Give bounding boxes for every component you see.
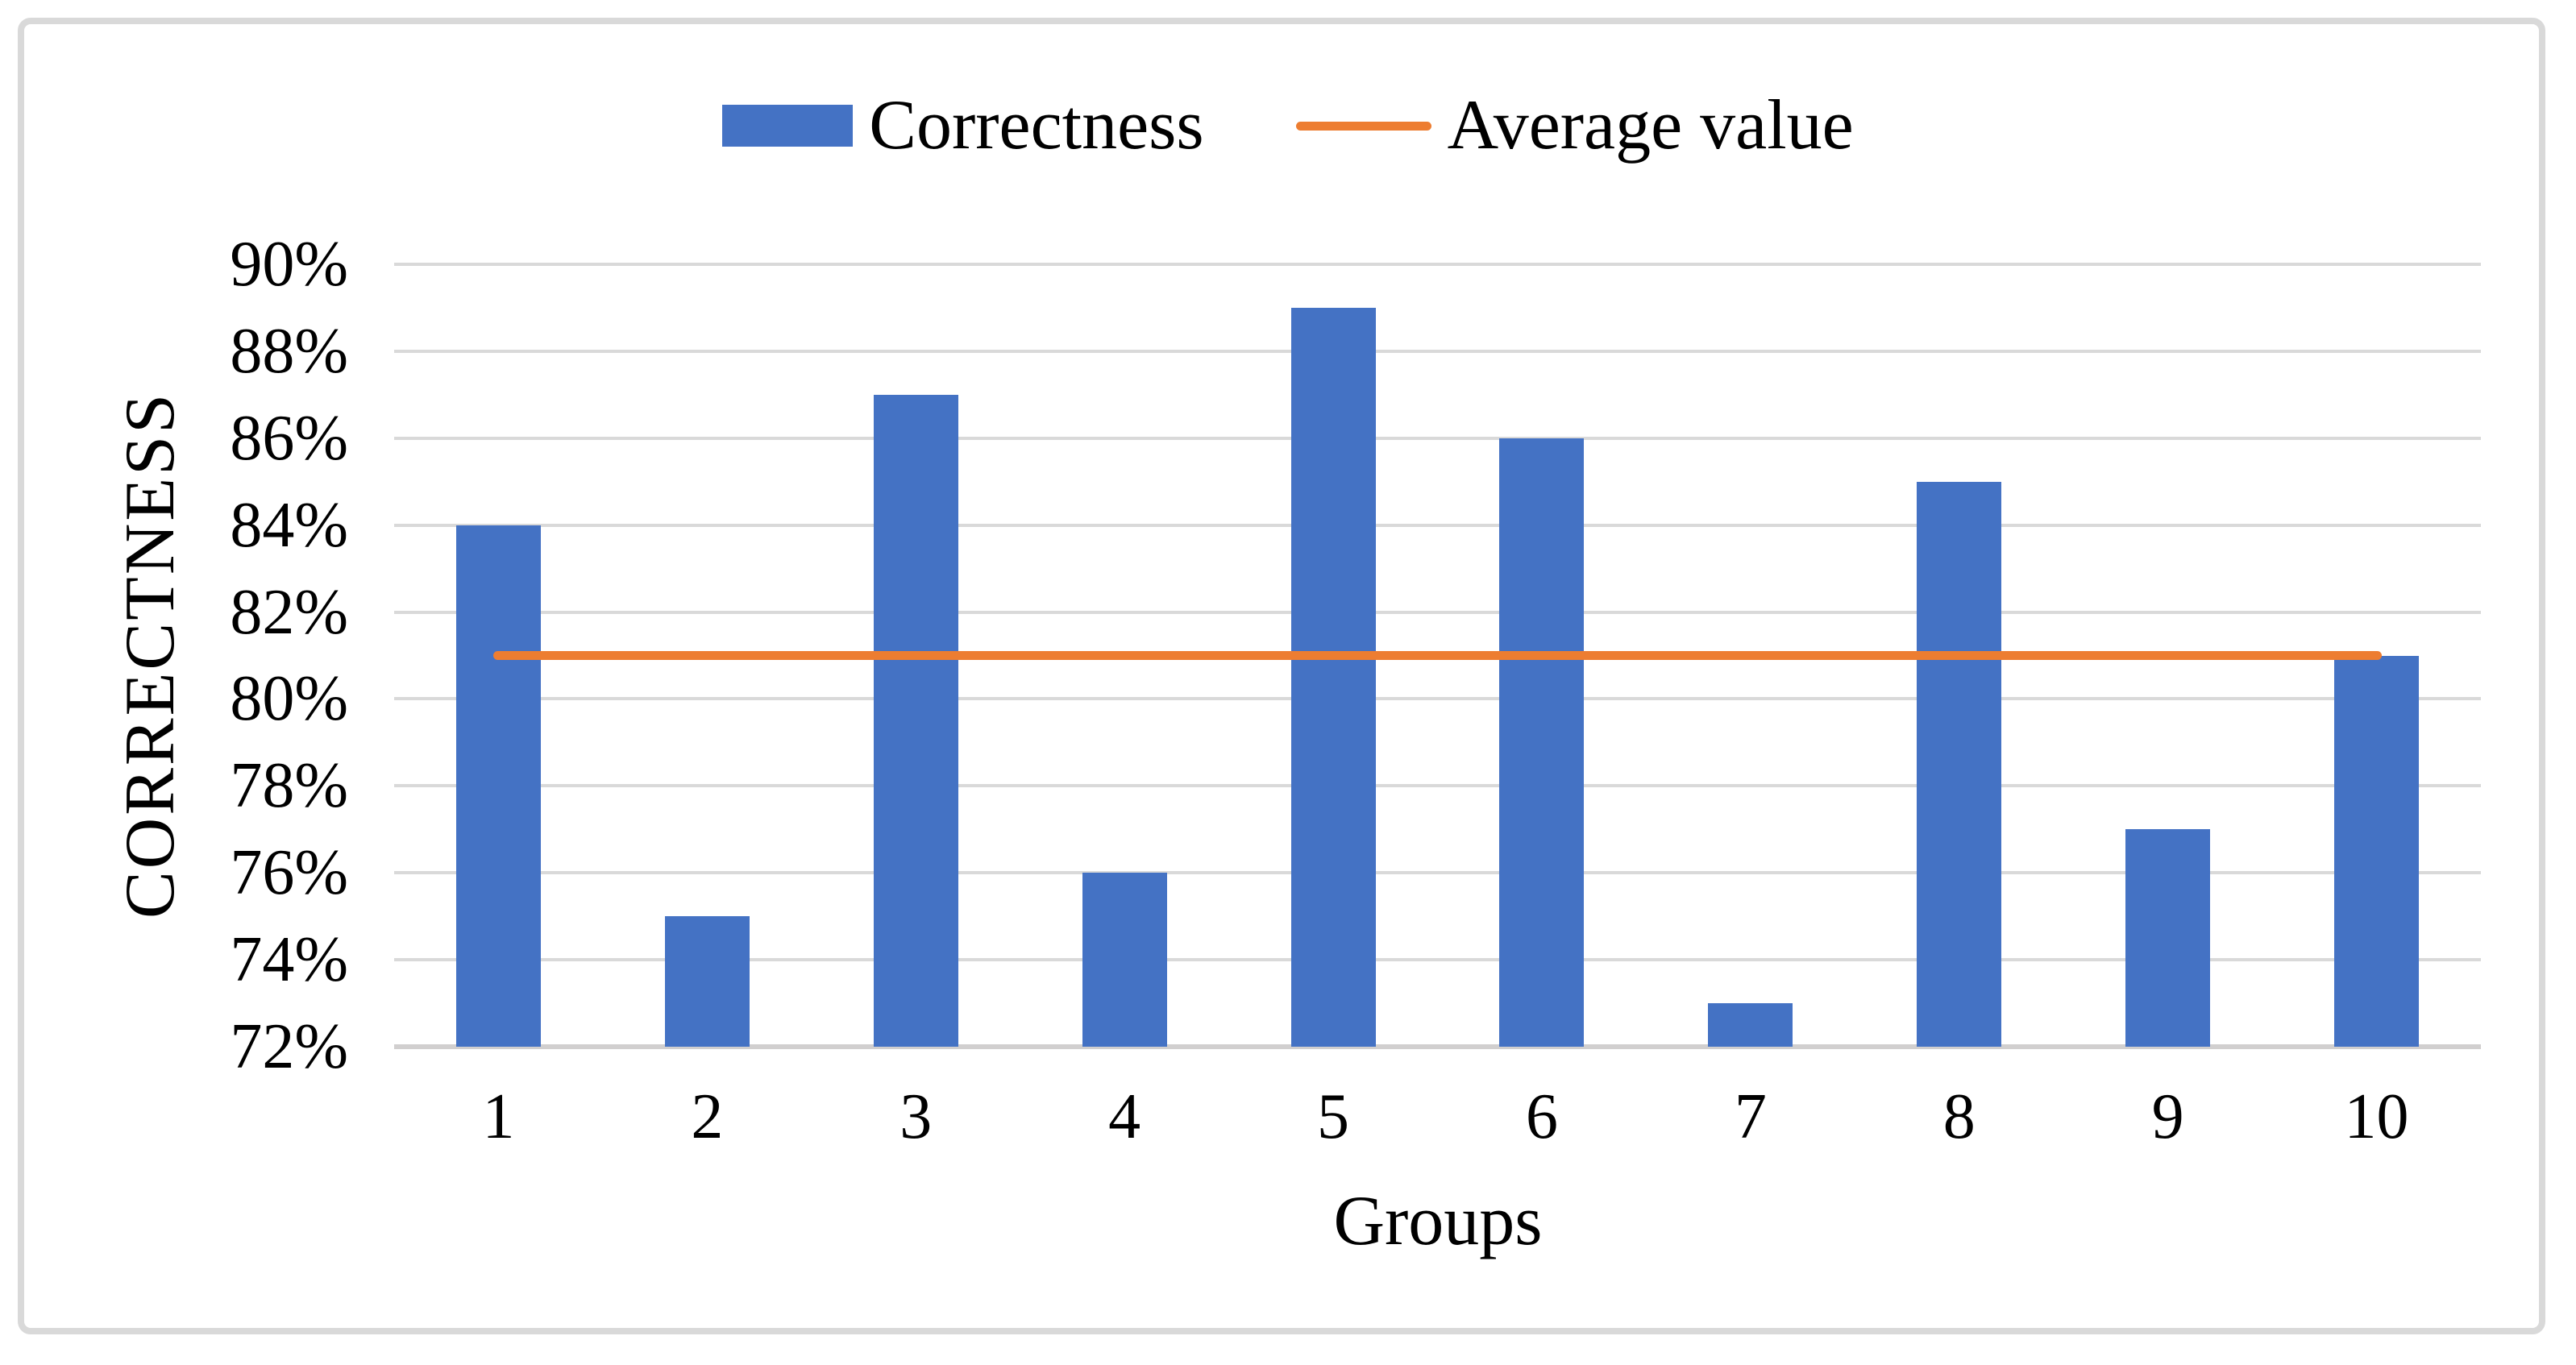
y-tick-label: 88% <box>230 315 348 387</box>
y-tick-label: 74% <box>230 924 348 996</box>
y-gridline <box>394 523 2481 527</box>
bar <box>2334 655 2420 1047</box>
x-tick-label: 3 <box>900 1081 933 1152</box>
legend-line-swatch <box>1295 121 1431 131</box>
x-tick-label: 4 <box>1108 1081 1141 1152</box>
x-tick-label: 6 <box>1525 1081 1558 1152</box>
x-tick-label: 5 <box>1317 1081 1350 1152</box>
y-gridline <box>394 349 2481 353</box>
y-tick-label: 72% <box>230 1011 348 1082</box>
bar <box>1082 873 1167 1047</box>
bar <box>1499 438 1585 1047</box>
y-tick-label: 86% <box>230 402 348 474</box>
x-tick-label: 9 <box>2151 1081 2184 1152</box>
x-tick-label: 8 <box>1942 1081 1976 1152</box>
y-gridline <box>394 263 2481 266</box>
bar <box>1708 1003 1793 1047</box>
bar <box>873 394 958 1047</box>
x-tick-label: 2 <box>691 1081 724 1152</box>
x-tick-label: 7 <box>1734 1081 1767 1152</box>
bar <box>2125 829 2211 1047</box>
bar <box>1290 307 1376 1047</box>
x-tick-label: 10 <box>2344 1081 2409 1152</box>
y-gridline <box>394 958 2481 962</box>
y-gridline <box>394 871 2481 875</box>
y-gridline <box>394 697 2481 701</box>
chart-legend: Correctness Average value <box>0 79 2576 172</box>
y-tick-label: 90% <box>230 229 348 300</box>
y-gridline <box>394 610 2481 614</box>
legend-item-average-value: Average value <box>1295 86 1854 164</box>
figure-border <box>18 18 2545 1334</box>
x-tick-label: 1 <box>482 1081 515 1152</box>
bar <box>664 916 750 1047</box>
bar <box>455 525 541 1047</box>
y-tick-label: 80% <box>230 663 348 735</box>
legend-item-correctness: Correctness <box>722 86 1204 164</box>
y-tick-label: 82% <box>230 576 348 648</box>
legend-bar-swatch <box>722 105 854 147</box>
y-tick-label: 76% <box>230 837 348 909</box>
y-gridline <box>394 436 2481 440</box>
x-axis-title: Groups <box>1333 1182 1543 1260</box>
y-gridline <box>394 784 2481 788</box>
y-axis-title: CORRECTNESS <box>111 391 189 919</box>
bar <box>1917 481 2002 1047</box>
legend-label: Average value <box>1447 86 1854 164</box>
y-tick-label: 84% <box>230 489 348 561</box>
legend-label: Correctness <box>869 86 1204 164</box>
x-axis-line <box>394 1044 2481 1049</box>
y-tick-label: 78% <box>230 750 348 822</box>
average-line <box>493 650 2382 660</box>
